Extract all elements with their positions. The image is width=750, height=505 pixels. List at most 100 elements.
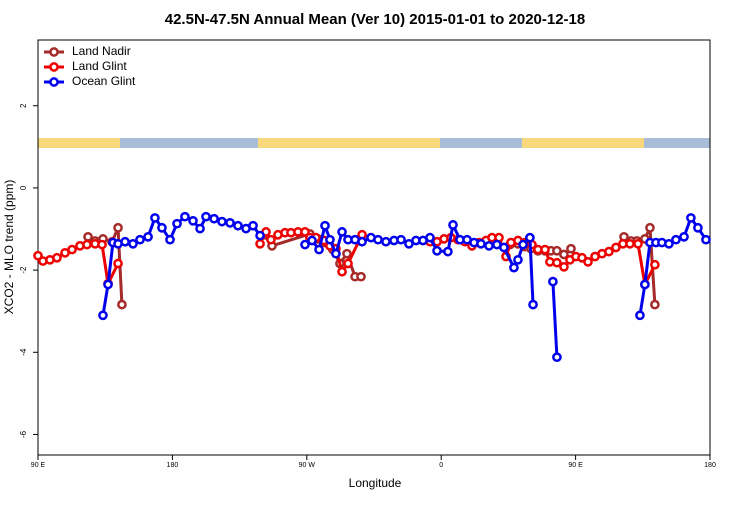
- data-point: [671, 234, 681, 245]
- data-point: [625, 238, 635, 249]
- data-point: [686, 213, 696, 223]
- data-point: [513, 254, 523, 265]
- y-tick-label: -6: [19, 430, 28, 438]
- data-point: [645, 222, 655, 233]
- data-point: [693, 222, 703, 233]
- data-point: [150, 213, 160, 223]
- data-point: [342, 248, 352, 259]
- data-point: [604, 246, 614, 257]
- data-point: [540, 244, 550, 255]
- data-point: [552, 352, 562, 363]
- data-point: [113, 258, 123, 269]
- data-point: [357, 236, 367, 247]
- data-point: [120, 236, 130, 247]
- data-point: [255, 238, 265, 249]
- legend-marker: [49, 47, 59, 57]
- data-point: [552, 245, 562, 256]
- data-point: [509, 262, 519, 273]
- data-point: [528, 299, 538, 310]
- data-point: [157, 222, 167, 233]
- x-tick-label: 90 E: [568, 462, 583, 469]
- data-point: [52, 252, 62, 263]
- data-point: [320, 220, 330, 231]
- data-point: [128, 238, 138, 249]
- plot-frame: [37, 39, 711, 456]
- data-point: [300, 239, 310, 250]
- land-band: [38, 138, 120, 148]
- data-point: [476, 238, 486, 249]
- data-point: [640, 279, 650, 290]
- data-point: [650, 259, 660, 270]
- x-tick-label: 180: [704, 462, 716, 469]
- data-point: [664, 238, 674, 249]
- data-point: [135, 234, 145, 245]
- legend-marker: [49, 77, 59, 87]
- data-point: [97, 239, 107, 250]
- data-point: [314, 244, 324, 255]
- data-point: [331, 248, 341, 259]
- data-point: [82, 239, 92, 250]
- legend-marker: [49, 62, 59, 72]
- y-tick-label: 0: [19, 185, 28, 190]
- data-point: [143, 231, 153, 242]
- x-axis-label: Longitude: [349, 476, 402, 490]
- data-point: [188, 215, 198, 226]
- data-point: [443, 246, 453, 257]
- data-point: [180, 211, 190, 222]
- data-point: [559, 249, 569, 260]
- land-band: [258, 138, 440, 148]
- legend-label: Ocean Glint: [72, 74, 136, 88]
- data-point: [225, 217, 235, 228]
- data-point: [448, 220, 458, 230]
- x-tick-label: 0: [439, 462, 443, 469]
- land-band: [522, 138, 644, 148]
- data-point: [195, 223, 205, 234]
- data-point: [217, 216, 227, 227]
- data-point: [343, 258, 353, 269]
- data-point: [248, 220, 258, 231]
- data-point: [67, 244, 77, 255]
- data-point: [373, 234, 383, 245]
- data-point: [548, 276, 558, 287]
- data-point: [518, 239, 528, 250]
- data-point: [525, 232, 535, 243]
- y-tick-label: 2: [19, 103, 28, 108]
- y-axis-label: XCO2 - MLO trend (ppm): [2, 180, 16, 315]
- data-point: [566, 243, 576, 254]
- data-point: [583, 257, 593, 267]
- data-point: [650, 299, 660, 310]
- data-point: [337, 227, 347, 237]
- x-tick-label: 180: [167, 462, 179, 469]
- data-point: [209, 213, 219, 224]
- data-point: [701, 234, 711, 245]
- data-point: [381, 236, 391, 247]
- x-tick-label: 90 W: [299, 462, 316, 469]
- data-point: [172, 218, 182, 229]
- data-point: [559, 261, 569, 272]
- data-point: [103, 279, 113, 290]
- data-point: [552, 257, 562, 268]
- data-point: [266, 234, 276, 245]
- data-point: [425, 232, 435, 243]
- data-point: [98, 310, 108, 321]
- data-point: [117, 299, 127, 310]
- data-point: [396, 234, 406, 245]
- data-point: [679, 231, 689, 242]
- chart-title: 42.5N-47.5N Annual Mean (Ver 10) 2015-01…: [165, 11, 585, 28]
- data-point: [300, 227, 310, 237]
- x-tick-label: 90 E: [31, 462, 46, 469]
- data-point: [233, 220, 243, 231]
- data-point: [633, 238, 643, 249]
- legend-label: Land Glint: [72, 59, 127, 73]
- legend-label: Land Nadir: [72, 44, 131, 58]
- data-point: [113, 222, 123, 233]
- data-point: [484, 241, 494, 251]
- data-point: [201, 211, 211, 222]
- data-point: [325, 234, 335, 245]
- data-point: [432, 245, 442, 256]
- y-tick-label: -2: [19, 266, 28, 274]
- data-point: [165, 234, 175, 245]
- land-ocean-strip: [38, 138, 710, 148]
- y-tick-label: -4: [19, 348, 28, 356]
